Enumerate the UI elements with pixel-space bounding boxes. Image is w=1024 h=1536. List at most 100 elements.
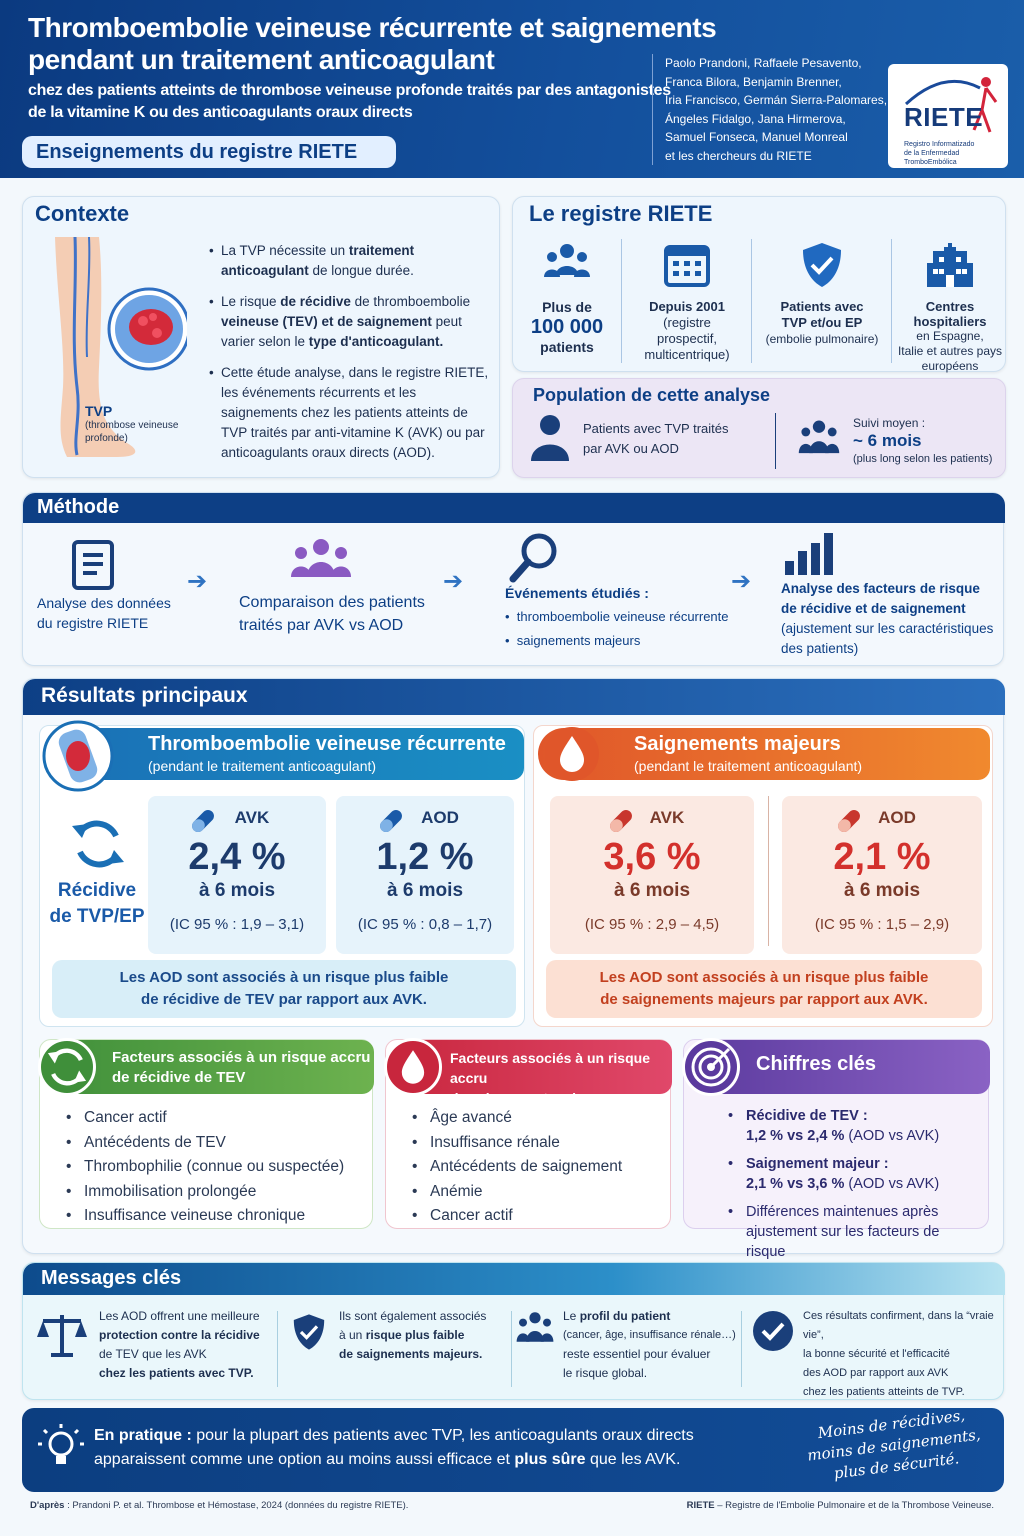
hospital-icon [927,243,973,287]
scale-icon [37,1315,87,1357]
factors-bleeding: Facteurs associés à un risque accru de s… [384,1038,672,1229]
tev-note: Les AOD sont associés à un risque plus f… [52,960,516,1018]
capsule-icon [838,810,860,832]
group-icon [516,1312,554,1342]
key-messages: Messages clés Les AOD offrent une meille… [22,1262,1005,1400]
registry-title: Le registre RIETE [529,201,713,226]
results-card: Résultats principaux Thromboembolie vein… [22,678,1005,1260]
bleeding-note: Les AOD sont associés à un risque plus f… [546,960,982,1018]
bar-chart-icon [785,533,833,575]
results-title: Résultats principaux [23,679,1005,715]
list-item: Âge avancé [412,1106,622,1131]
group-icon [798,420,840,454]
document-icon [72,540,114,590]
arrow-right-icon: ➔ [731,568,752,595]
capsule-icon [610,810,632,832]
registry-card: Le registre RIETE Plus de 100 000 patien… [512,196,1006,373]
registry-patients: Plus de 100 000 patients [517,237,617,367]
population-card: Population de cette analyse Patients ave… [512,378,1006,478]
check-circle-icon [753,1311,793,1351]
capsule-icon [192,810,214,832]
list-item: Anémie [412,1180,622,1205]
shield-check-icon [803,243,841,287]
tev-results: Thromboembolie veineuse récurrente (pend… [39,720,525,1027]
context-bullet: Le risque de récidive de thromboembolie … [209,292,494,352]
method-step-1: Analyse des données du registre RIETE [37,595,171,631]
main-title: Thromboembolie veineuse récurrente et sa… [28,12,717,75]
group-icon [291,539,351,577]
bleeding-results: Saignements majeurs (pendant le traiteme… [533,725,993,1027]
practice-text: En pratique : pour la plupart des patien… [94,1427,694,1468]
population-title: Population de cette analyse [533,385,771,405]
calendar-icon [664,245,710,287]
recurrence-arrows-icon [72,820,124,868]
vein-clot-icon [42,720,114,792]
registry-centres: Centres hospitaliers en Espagne, Italie … [895,237,1005,373]
registry-patients-type: Patients avec TVP et/ou EP (embolie pulm… [757,237,887,367]
lightbulb-icon [38,1424,84,1464]
capsule-icon [380,810,402,832]
target-icon [682,1038,740,1096]
practice-slogan: Moins de récidives, moins de saignements… [806,1406,982,1483]
header: Thromboembolie veineuse récurrente et sa… [0,0,1024,178]
factors-tev: Facteurs associés à un risque accru de r… [38,1038,374,1229]
method-card: Méthode Analyse des données du registre … [22,492,1005,666]
group-icon [544,244,590,277]
method-step-2: Comparaison des patients traités par AVK… [239,594,425,634]
list-item: Antécédents de saignement [412,1155,622,1180]
riete-logo: RIETE Registro Informatizado de la Enfer… [888,64,1008,168]
message-1: Les AOD offrent une meilleure protection… [99,1309,260,1380]
list-item: Cancer actif [412,1204,622,1229]
population-followup: Suivi moyen : ~ 6 mois (plus long selon … [853,416,993,465]
list-item: Insuffisance rénale [412,1131,622,1156]
recurrence-arrows-icon [38,1038,96,1096]
magnifier-icon [509,533,557,583]
message-3: Le profil du patient (cancer, âge, insuf… [563,1309,736,1380]
list-item: Récidive de TEV : 1,2 % vs 2,4 % (AOD vs… [728,1106,978,1146]
list-item: Antécédents de TEV [66,1131,344,1156]
tev-banner: Thromboembolie veineuse récurrente (pend… [44,728,524,780]
tev-side-label: Récidive de TVP/EP [49,880,145,927]
list-item: Saignement majeur : 2,1 % vs 3,6 % (AOD … [728,1154,978,1194]
factors-tev-list: Cancer actif Antécédents de TEV Thrombop… [66,1106,344,1229]
list-item: Thrombophilie (connue ou suspectée) [66,1155,344,1180]
method-step-3: Événements étudiés : • thromboembolie ve… [505,585,729,648]
method-step-4: Analyse des facteurs de risque de récidi… [781,581,994,656]
shield-check-icon [293,1314,325,1350]
bleed-aod-stat: AOD 2,1 % à 6 mois (IC 95 % : 1,5 – 2,9) [782,796,982,954]
logo-figure-icon [904,77,998,133]
person-icon [531,415,569,461]
tev-avk-stat: AVK 2,4 % à 6 mois (IC 95 % : 1,9 – 3,1) [148,796,326,954]
message-2: Ils sont également associés à un risque … [339,1309,487,1361]
context-bullets: La TVP nécessite un traitement anticoagu… [209,241,494,474]
key-messages-title: Messages clés [23,1263,1005,1295]
context-bullet: Cette étude analyse, dans le registre RI… [209,363,494,463]
list-item: Cancer actif [66,1106,344,1131]
bleed-avk-stat: AVK 3,6 % à 6 mois (IC 95 % : 2,9 – 4,5) [550,796,754,954]
header-pill: Enseignements du registre RIETE [22,136,396,168]
authors: Paolo Prandoni, Raffaele Pesavento, Fran… [652,54,887,165]
list-item: Immobilisation prolongée [66,1180,344,1205]
population-patients: Patients avec TVP traités par AVK ou AOD [583,421,729,456]
registry-since: Depuis 2001 (registre prospectif, multic… [627,237,747,367]
arrow-right-icon: ➔ [443,568,464,595]
message-4: Ces résultats confirment, dans la “vraie… [803,1310,994,1398]
method-title: Méthode [23,493,1005,523]
practice-banner: En pratique : pour la plupart des patien… [22,1406,1004,1492]
blood-drop-icon [384,1038,442,1096]
tev-aod-stat: AOD 1,2 % à 6 mois (IC 95 % : 0,8 – 1,7) [336,796,514,954]
footer: D'après : Prandoni P. et al. Thrombose e… [30,1500,994,1511]
context-card: Contexte TVP (thrombose veineuse profond… [22,196,500,478]
leg-vein-icon [55,237,187,457]
tvp-label-block: TVP (thrombose veineuse profonde) [85,403,179,444]
list-item: Différences maintenues après ajustement … [728,1202,978,1262]
subtitle: chez des patients atteints de thrombose … [28,82,671,121]
key-figures-list: Récidive de TEV : 1,2 % vs 2,4 % (AOD vs… [728,1106,978,1262]
context-title: Contexte [35,201,130,226]
arrow-right-icon: ➔ [187,568,208,595]
bleeding-banner: Saignements majeurs (pendant le traiteme… [538,728,990,780]
context-bullet: La TVP nécessite un traitement anticoagu… [209,241,494,281]
blood-drop-icon [545,727,599,781]
factors-bleeding-list: Âge avancé Insuffisance rénale Antécéden… [412,1106,622,1229]
list-item: Insuffisance veineuse chronique [66,1204,344,1229]
